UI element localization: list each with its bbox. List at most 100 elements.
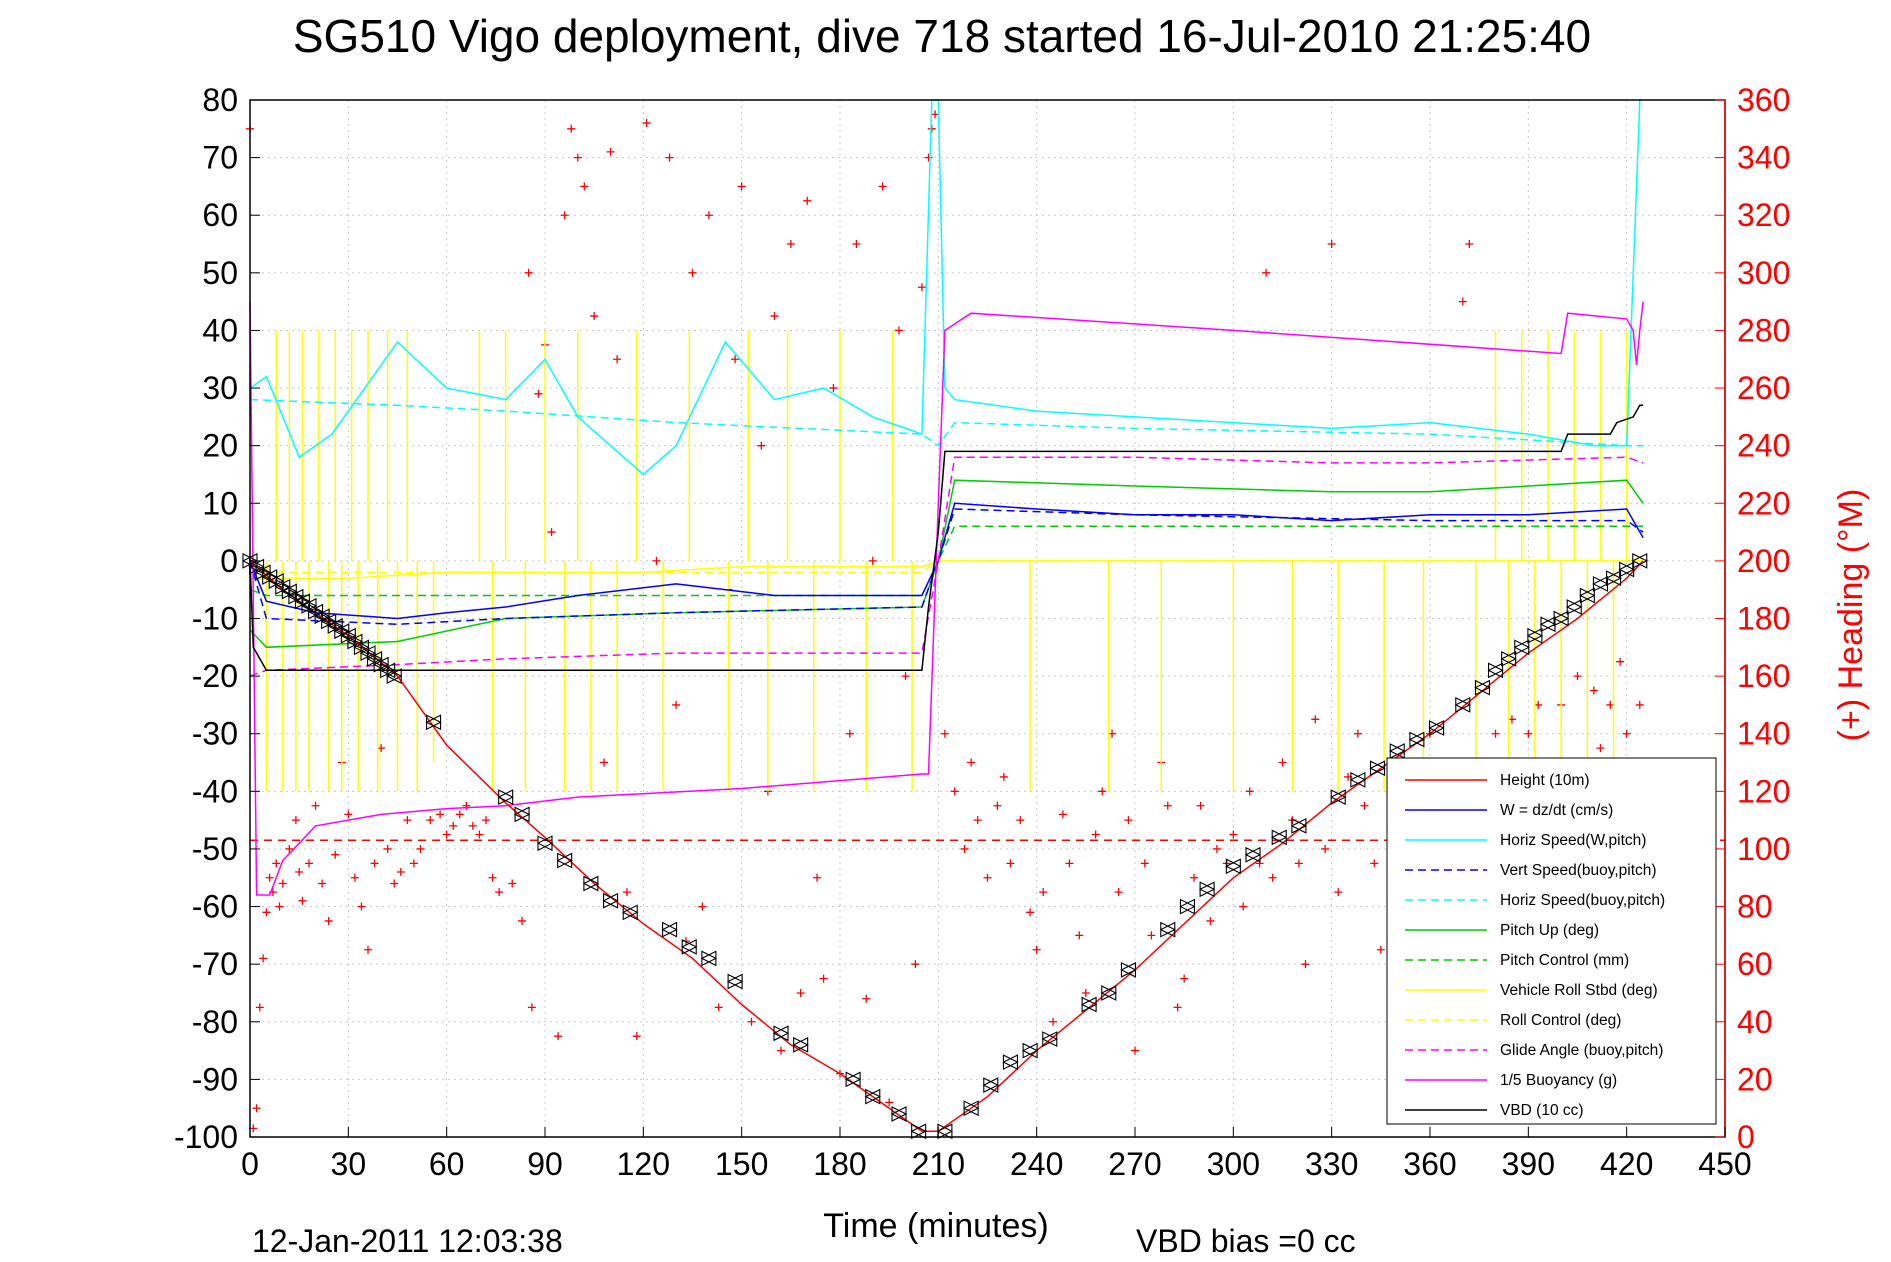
heading-point (275, 902, 284, 911)
heading-point (747, 1017, 756, 1026)
height-marker (1539, 616, 1557, 633)
height-marker (1388, 743, 1406, 759)
heading-point (262, 908, 271, 917)
heading-point (688, 268, 697, 277)
height-marker (1179, 898, 1196, 915)
height-marker (1041, 1031, 1059, 1047)
heading-point (1196, 801, 1205, 810)
height-marker (1349, 771, 1367, 788)
heading-point (403, 816, 412, 825)
heading-point (1353, 729, 1362, 738)
heading-point (396, 867, 405, 876)
height-markers (241, 552, 1649, 1140)
heading-point (1091, 830, 1100, 839)
heading-point (665, 153, 674, 162)
height-marker (602, 892, 619, 909)
heading-point (524, 268, 533, 277)
height-marker (1408, 731, 1426, 748)
height-marker (1592, 576, 1609, 592)
legend: Height (10m) W = dz/dt (cm/s) Horiz Speed(… (1386, 757, 1717, 1125)
legend-label: 1/5 Buoyancy (g) (1500, 1072, 1617, 1089)
legend-label: W = dz/dt (cm/s) (1500, 802, 1613, 819)
heading-point (1114, 888, 1123, 897)
heading-point (1458, 297, 1467, 306)
height-marker (1618, 561, 1635, 578)
height-marker (1021, 1042, 1039, 1059)
y-right-tick-label: 20 (1737, 1061, 1773, 1097)
heading-point (1360, 801, 1369, 810)
heading-point (383, 844, 392, 853)
heading-point (950, 787, 959, 796)
heading-point (1039, 888, 1048, 897)
y-tick-label: -10 (192, 601, 238, 637)
heading-point (488, 873, 497, 882)
height-marker (1474, 679, 1491, 696)
heading-point (1065, 859, 1074, 868)
heading-point (1334, 888, 1343, 897)
legend-label: Roll Control (deg) (1500, 1012, 1621, 1029)
heading-point (331, 850, 340, 859)
heading-point (967, 758, 976, 767)
y-tick-label: -40 (192, 773, 238, 809)
height-marker (844, 1071, 862, 1088)
heading-point (560, 211, 569, 220)
heading-point (468, 821, 477, 830)
y-tick-label: -90 (192, 1061, 238, 1097)
y-right-tick-label: 140 (1737, 716, 1790, 752)
heading-point (305, 859, 313, 868)
heading-point (999, 772, 1008, 781)
heading-point (409, 859, 418, 868)
heading-point (295, 867, 304, 876)
height-marker (621, 904, 639, 921)
heading-point (1147, 931, 1156, 940)
height-marker (910, 1123, 927, 1140)
legend-label: Vert Speed(buoy,pitch) (1500, 862, 1657, 879)
y-right-tick-label: 300 (1737, 255, 1790, 291)
heading-point (1229, 830, 1238, 839)
heading-point (1268, 873, 1277, 882)
heading-point (845, 729, 854, 738)
x-tick-label: 390 (1502, 1146, 1555, 1182)
y-tick-label: 50 (202, 255, 238, 291)
heading-point (1058, 810, 1067, 819)
left-axis-ticks: 80 70 60 50 40 30 20 10 0 -10 -20 -30 -40 -50 -60 -70 -8… (174, 82, 260, 1155)
y-tick-label: 60 (202, 197, 238, 233)
y-right-tick-label: 280 (1737, 312, 1790, 348)
heading-point (600, 758, 608, 767)
heading-point (852, 240, 861, 249)
height-marker (1579, 587, 1596, 604)
height-marker (1002, 1054, 1019, 1070)
heading-point (1163, 801, 1172, 810)
heading-point (370, 859, 379, 868)
heading-point (554, 1032, 563, 1041)
height-marker (1244, 846, 1262, 863)
heading-point (1635, 700, 1644, 709)
heading-point (960, 844, 969, 853)
heading-point (426, 816, 435, 825)
heading-point (1589, 686, 1598, 695)
y-right-tick-label: 0 (1737, 1119, 1755, 1155)
heading-point (291, 816, 300, 825)
legend-label: Height (10m) (1500, 772, 1590, 789)
x-tick-label: 270 (1108, 1146, 1161, 1182)
y-tick-label: -50 (192, 831, 238, 867)
heading-point (993, 801, 1002, 810)
heading-point (1245, 787, 1254, 796)
y-right-tick-label: 200 (1737, 543, 1790, 579)
height-marker (982, 1077, 1000, 1094)
heading-point (495, 888, 504, 897)
heading-point (803, 196, 812, 205)
footer-vbd-bias: VBD bias =0 cc (1136, 1223, 1356, 1259)
heading-point (416, 844, 425, 853)
height-marker (425, 714, 442, 731)
heading-point (927, 124, 936, 133)
height-marker (1080, 996, 1098, 1013)
heading-point (1206, 916, 1215, 925)
series-glide-angle-buoy-pitch (249, 456, 1644, 677)
heading-point (940, 729, 949, 738)
height-marker (1526, 627, 1544, 644)
heading-point (547, 528, 556, 537)
heading-point (1032, 945, 1041, 954)
heading-point (931, 110, 940, 119)
heading-point (449, 821, 458, 830)
